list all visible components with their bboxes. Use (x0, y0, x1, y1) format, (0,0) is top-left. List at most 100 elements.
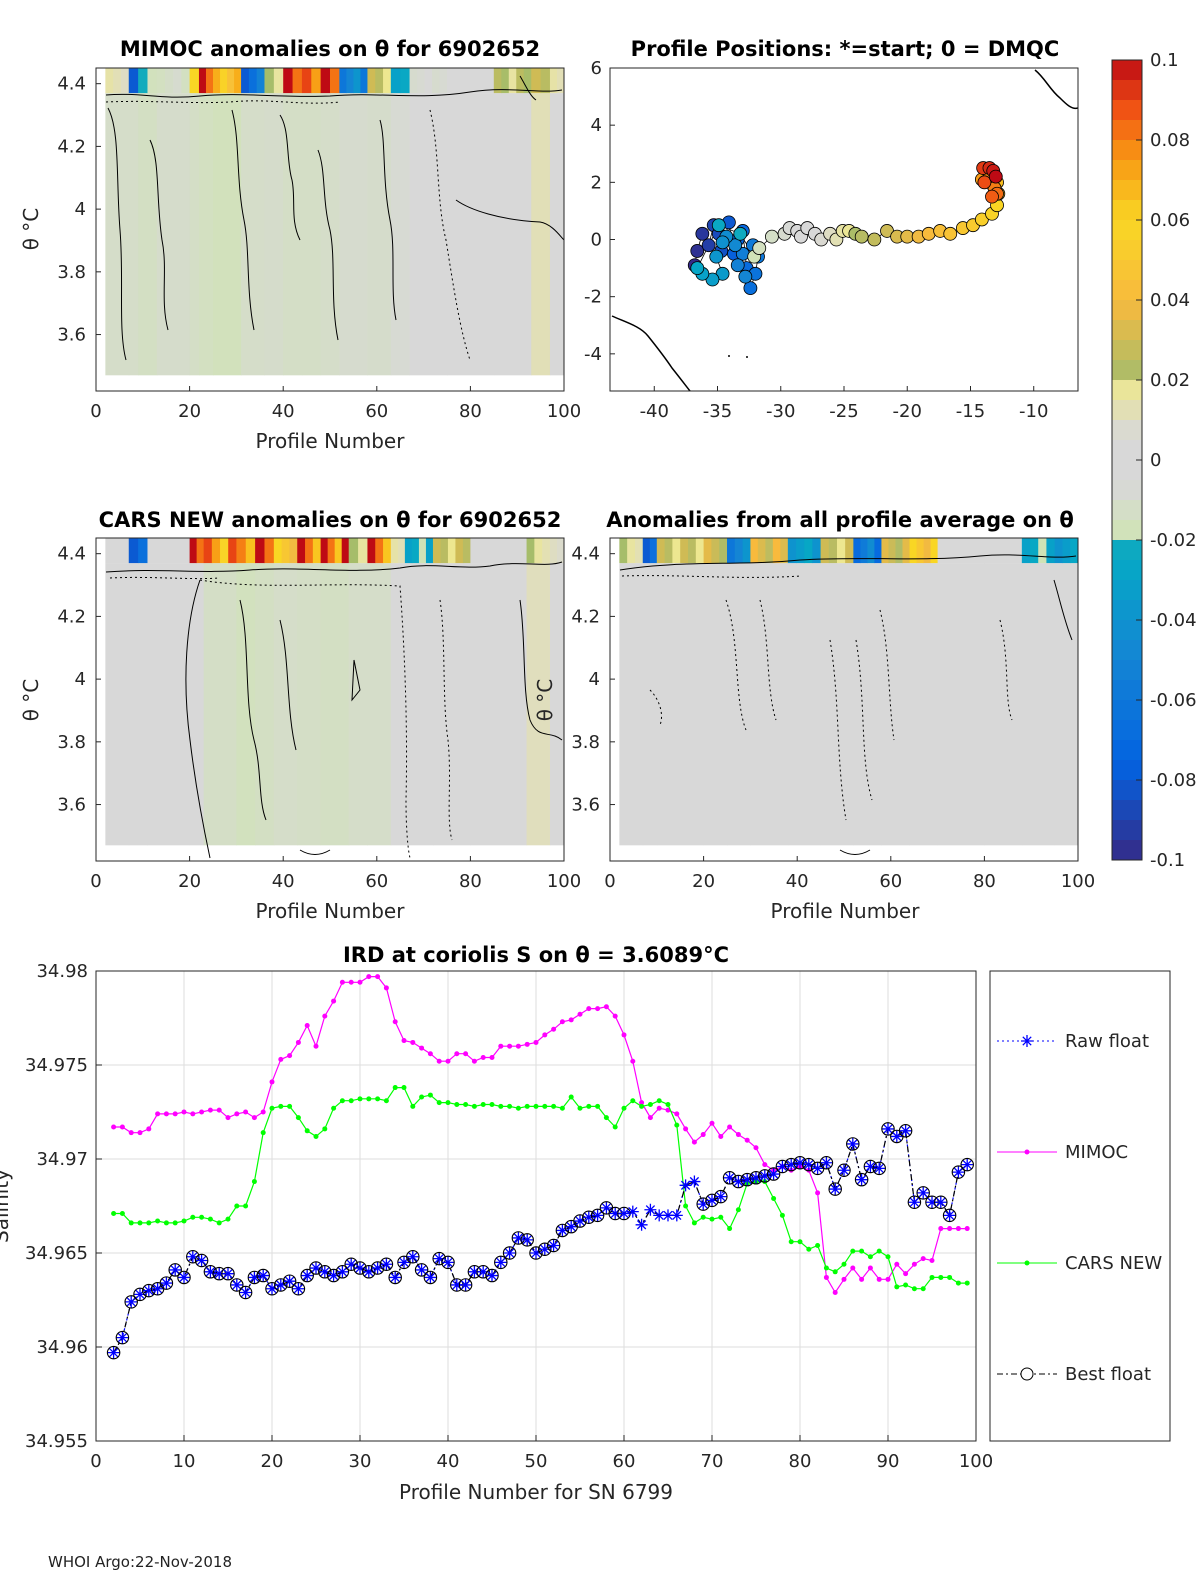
profile-position-marker (733, 226, 748, 241)
colorbar-tick-label: 0.06 (1150, 210, 1190, 231)
mimoc-point (744, 1137, 750, 1143)
raw-float-marker (723, 1171, 736, 1184)
colorbar-cell (1112, 320, 1142, 341)
ird-legend: Raw float MIMOC CARS NEW Best float (989, 970, 1171, 1442)
heatmap-top-cell (440, 538, 449, 564)
cars-new-point (111, 1211, 117, 1217)
y-tick-label: 4.4 (57, 544, 86, 565)
raw-float-marker (899, 1124, 912, 1137)
best-float-marker (344, 1257, 358, 1272)
heatmap-top-cell (1021, 538, 1031, 564)
heatmap-top-cell (945, 538, 954, 564)
heatmap-top-cell (1030, 538, 1039, 564)
colorbar-cell (1112, 240, 1142, 261)
cars-new-point (771, 1195, 777, 1201)
heatmap-top-cell (205, 68, 214, 94)
best-float-marker (124, 1295, 138, 1309)
colorbar-cell (1112, 820, 1142, 841)
x-tick-label: 70 (701, 1451, 724, 1472)
heatmap-top-cell (526, 538, 535, 564)
best-float-marker (326, 1268, 341, 1283)
best-float-marker (722, 1171, 737, 1185)
best-float-marker (872, 1161, 886, 1176)
cars-new-point (331, 1105, 337, 1111)
cars-new-point (894, 1284, 900, 1290)
heatmap-cell (619, 563, 644, 846)
heatmap-top-cell (147, 538, 157, 564)
best-float-marker (186, 1250, 200, 1264)
legend-label: MIMOC (1065, 1142, 1128, 1163)
heatmap-top-cell (501, 68, 510, 94)
best-float-marker (828, 1182, 842, 1196)
cars-new-point (691, 1220, 697, 1226)
cars-new-point (806, 1246, 812, 1252)
mimoc-point (383, 985, 389, 991)
cars-new-point (955, 1280, 961, 1286)
heatmap-top-cell (227, 68, 235, 94)
best-float-marker (406, 1250, 420, 1264)
mimoc-point (401, 1038, 407, 1044)
heatmap-top-cell (264, 538, 275, 564)
raw-float-marker (169, 1263, 182, 1276)
cars-new-point (595, 1103, 601, 1109)
raw-float-marker (512, 1231, 525, 1244)
x-tick-label: 20 (692, 871, 715, 892)
heatmap-cell (213, 93, 242, 376)
heatmap-top-cell (508, 68, 517, 94)
raw-float-marker (785, 1158, 798, 1171)
profile-position-marker (715, 235, 730, 250)
ird-series (106, 974, 974, 1360)
heatmap-top-cell (397, 538, 406, 564)
heatmap-top-cell (289, 538, 298, 564)
heatmap-top-cell (358, 538, 368, 564)
cars-new-point (463, 1101, 469, 1107)
mimoc-anomaly-panel: MIMOC anomalies on θ for 6902652 0 20 40 60… (19, 37, 581, 453)
cars-new-point (269, 1105, 275, 1111)
colorbar: 0.1 0.08 0.06 0.04 0.02 0 -0.02 -0.04 -0.06 -0.08… (1111, 50, 1197, 871)
legend-label: CARS NEW (1065, 1253, 1162, 1274)
mimoc-point (911, 1261, 917, 1267)
profile-position-marker (701, 238, 716, 253)
heatmap-top-cell (470, 68, 479, 94)
heatmap-cell (447, 93, 495, 376)
cars-new-point (815, 1242, 821, 1248)
heatmap-top-cell (494, 538, 503, 564)
heatmap-top-cell (627, 538, 636, 564)
cars-new-point (287, 1103, 293, 1109)
positions-axes: -40 -35 -30 -25 -20 -15 -10 6 4 2 0 -2 -4 (584, 58, 1048, 422)
mimoc-point (331, 998, 337, 1004)
best-float-marker (705, 1193, 719, 1208)
raw-float-marker (882, 1122, 894, 1135)
raw-float-marker (345, 1258, 358, 1271)
heatmap-top-cell (213, 68, 221, 94)
best-float-marker (590, 1208, 605, 1223)
positions-panel-title: Profile Positions: *=start; 0 = DMQC (631, 37, 1060, 61)
heatmap-top-cell (367, 538, 376, 564)
heatmap-top-cell (283, 68, 294, 94)
legend-box (989, 970, 1171, 1442)
profile-position-marker (765, 229, 779, 244)
mimoc-point (322, 1013, 328, 1019)
mimoc-point (515, 1043, 521, 1049)
mimoc-point (366, 974, 372, 980)
heatmap-top-cell (113, 538, 122, 564)
raw-float-marker (310, 1262, 322, 1275)
cars-new-point (401, 1085, 407, 1091)
raw-float-marker (433, 1252, 446, 1265)
heatmap-top-cell (330, 68, 340, 94)
cars-new-point (647, 1101, 653, 1107)
y-tick-label: 34.96 (36, 1337, 88, 1358)
heatmap-top-cell (128, 68, 139, 94)
y-tick-label: 34.975 (25, 1055, 88, 1076)
heatmap-cell (984, 563, 1023, 846)
heatmap-top-cell (447, 68, 456, 94)
best-float-marker (573, 1214, 587, 1228)
heatmap-top-cell (664, 538, 673, 564)
colorbar-cell (1112, 620, 1142, 641)
colorbar-cell (1112, 760, 1142, 781)
raw-float-marker (424, 1271, 437, 1284)
best-float-marker (388, 1270, 402, 1285)
colorbar-cell (1112, 220, 1142, 241)
heatmap-top-cell (502, 538, 512, 564)
heatmap-top-cell (281, 538, 290, 564)
